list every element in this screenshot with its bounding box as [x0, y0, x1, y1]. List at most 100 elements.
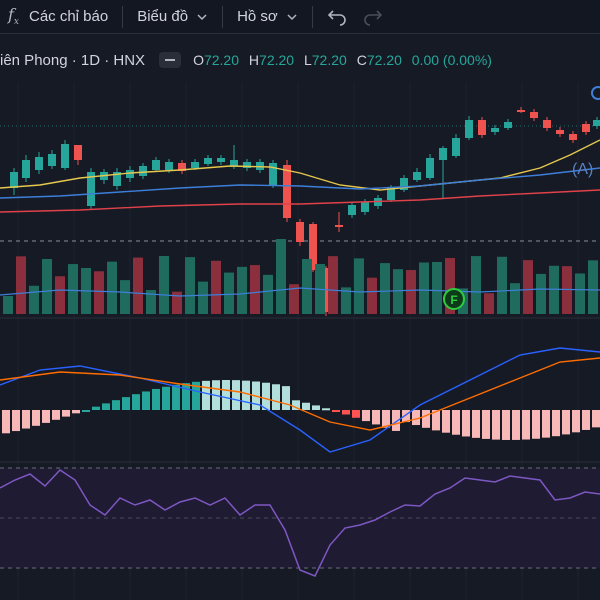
volume-bar: [133, 257, 143, 314]
volume-bar: [393, 269, 403, 314]
volume-bar: [94, 271, 104, 314]
macd-histogram-bar: [482, 410, 490, 439]
profile-menu-button[interactable]: Hồ sơ: [229, 0, 306, 34]
macd-line: [0, 347, 600, 453]
macd-histogram-bar: [342, 410, 350, 415]
volume-bar: [29, 285, 39, 314]
minus-icon: [165, 59, 176, 61]
macd-histogram-bar: [262, 382, 270, 410]
macd-histogram-bar: [512, 410, 520, 440]
volume-bar: [523, 260, 533, 314]
macd-histogram-bar: [222, 380, 230, 410]
volume-bar: [185, 257, 195, 314]
marker-a-label[interactable]: (A): [572, 161, 593, 178]
candle-body: [439, 148, 447, 160]
indicators-button[interactable]: fx Các chỉ báo: [0, 0, 116, 34]
volume-pane: [0, 239, 600, 314]
volume-bar: [406, 270, 416, 314]
change-value: 0.00 (0.00%): [411, 52, 492, 68]
undo-button[interactable]: [319, 0, 355, 34]
chart-menu-label: Biểu đồ: [137, 8, 189, 25]
candle-body: [87, 172, 95, 206]
macd-histogram-bar: [242, 380, 250, 410]
volume-bar: [224, 272, 234, 314]
macd-histogram-bar: [402, 410, 410, 423]
volume-bar: [263, 274, 273, 314]
rsi-line: [0, 469, 600, 577]
candle-body: [191, 162, 199, 168]
volume-bar: [42, 258, 52, 314]
candle-body: [582, 124, 590, 132]
volume-bar: [341, 287, 351, 314]
macd-histogram-bar: [462, 410, 470, 437]
candle-body: [269, 163, 277, 186]
chart-menu-button[interactable]: Biểu đồ: [129, 0, 216, 34]
macd-histogram-bar: [142, 391, 150, 410]
marker-f-badge[interactable]: F: [443, 288, 465, 310]
macd-histogram-bar: [572, 410, 580, 433]
candle-body: [413, 172, 421, 180]
macd-histogram-bar: [322, 408, 330, 411]
candle-body: [361, 202, 369, 212]
macd-histogram-bar: [132, 394, 140, 410]
macd-histogram-bar: [422, 410, 430, 428]
volume-bar: [575, 273, 585, 314]
volume-bar: [237, 266, 247, 314]
macd-histogram-bar: [72, 410, 80, 414]
marker-f-label: F: [450, 293, 457, 307]
macd-histogram-bar: [392, 410, 400, 431]
macd-histogram-bar: [22, 410, 30, 429]
volume-bar: [562, 266, 572, 314]
redo-button[interactable]: [355, 0, 391, 34]
candle-body: [48, 154, 56, 166]
macd-histogram-bar: [152, 388, 160, 410]
candle-body: [126, 170, 134, 178]
collapse-legend-button[interactable]: [159, 52, 182, 68]
macd-histogram-bar: [82, 410, 90, 412]
volume-bar: [367, 277, 377, 314]
macd-histogram-bar: [502, 410, 510, 440]
volume-bar: [432, 262, 442, 314]
macd-histogram-bar: [32, 410, 40, 426]
macd-histogram-bar: [42, 410, 50, 423]
candle-body: [74, 145, 82, 160]
toolbar-divider: [222, 5, 224, 28]
chart-legend: iên Phong · 1D · HNX O72.20 H72.20 L72.2…: [0, 46, 600, 74]
volume-bar: [588, 260, 598, 314]
candle-body: [400, 178, 408, 190]
volume-bar: [211, 260, 221, 314]
candle-body: [35, 157, 43, 170]
chevron-down-icon: [287, 13, 297, 20]
macd-histogram-bar: [492, 410, 500, 440]
close-value: 72.20: [366, 52, 402, 68]
volume-bar: [107, 261, 117, 314]
indicators-label: Các chỉ báo: [29, 8, 109, 25]
candle-body: [517, 110, 525, 112]
volume-bar: [3, 296, 13, 314]
undo-icon: [327, 9, 346, 26]
symbol-title[interactable]: iên Phong · 1D · HNX: [0, 51, 146, 69]
low-value: 72.20: [311, 52, 347, 68]
volume-bar: [276, 239, 286, 314]
volume-bar: [146, 290, 156, 314]
volume-bar: [536, 273, 546, 314]
macd-histogram-bar: [532, 410, 540, 439]
high-value: 72.20: [259, 52, 295, 68]
volume-bar: [549, 265, 559, 314]
macd-histogram-bar: [282, 386, 290, 410]
volume-bar: [68, 264, 78, 314]
macd-histogram-bar: [192, 381, 200, 410]
volume-bar: [198, 281, 208, 314]
macd-histogram-bar: [2, 410, 10, 434]
volume-bar: [484, 293, 494, 314]
rsi-pane: [0, 467, 600, 577]
marker-edge-circle: [591, 86, 600, 100]
volume-bar: [302, 259, 312, 314]
volume-bar: [16, 256, 26, 314]
candle-body: [283, 165, 291, 218]
macd-histogram-bar: [292, 400, 300, 410]
candle-body: [296, 222, 304, 242]
price-pane: [0, 107, 600, 316]
macd-histogram-bar: [12, 410, 20, 432]
